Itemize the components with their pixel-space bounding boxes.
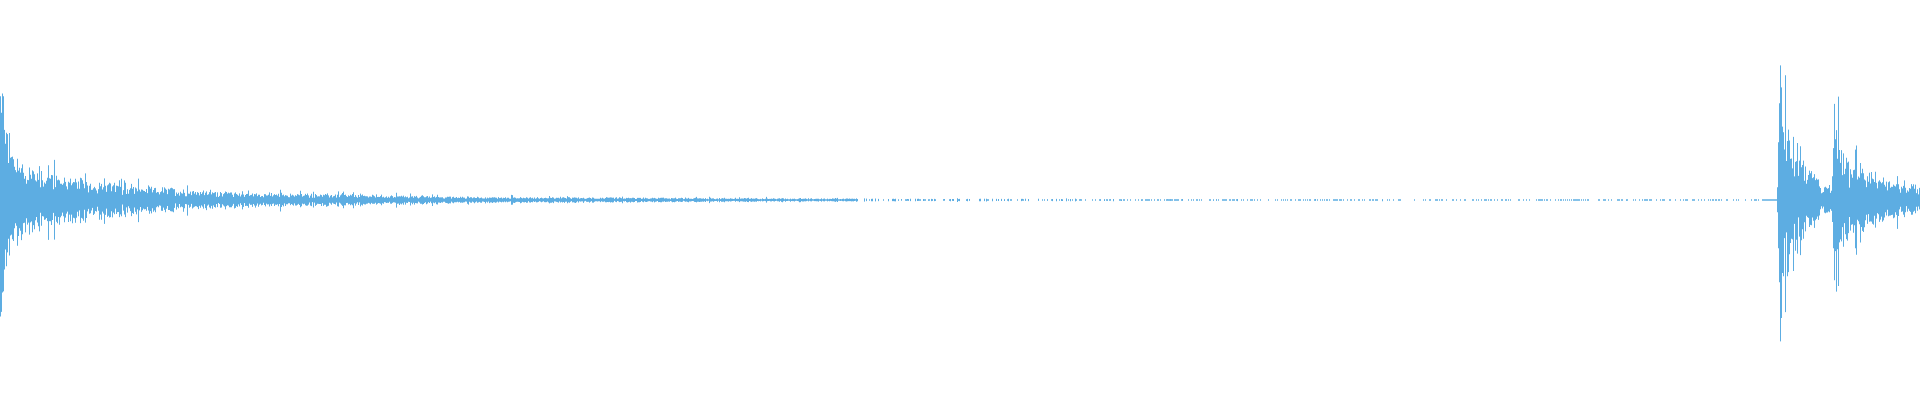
waveform-path bbox=[0, 65, 1920, 342]
